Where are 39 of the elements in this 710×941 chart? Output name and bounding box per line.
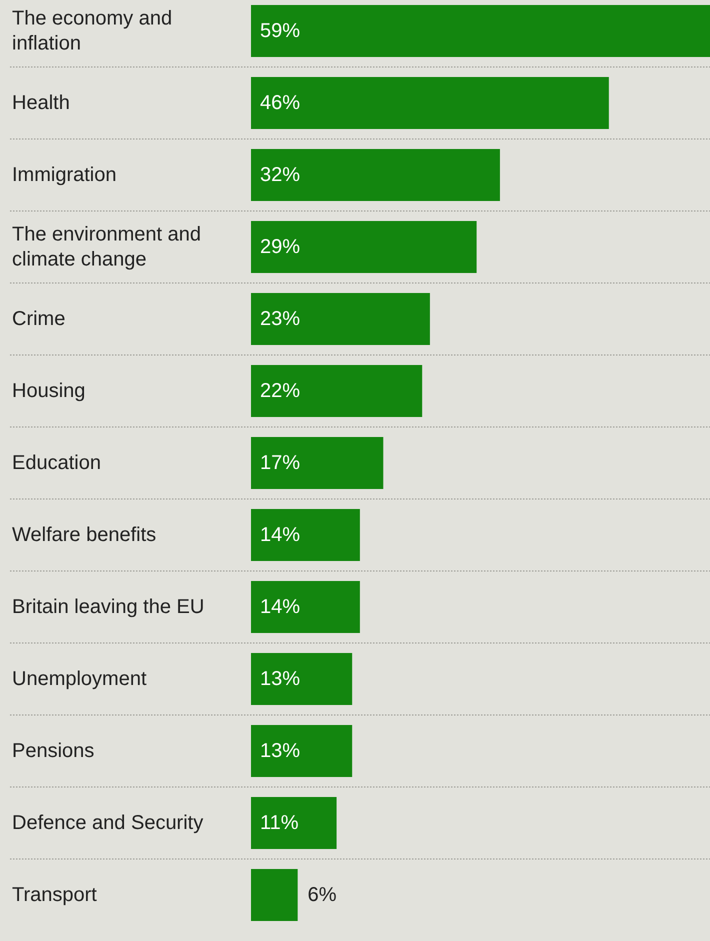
bar: [251, 5, 710, 57]
y-tick-label: Immigration: [12, 164, 116, 186]
y-tick-label: Welfare benefits: [12, 524, 156, 546]
data-label: 32%: [260, 164, 300, 186]
bar: [251, 869, 298, 921]
bar: [251, 653, 352, 705]
data-label: 29%: [260, 236, 300, 258]
bar: [251, 581, 360, 633]
y-tick-label: Britain leaving the EU: [12, 596, 204, 618]
data-label: 22%: [260, 380, 300, 402]
y-tick-label: Health: [12, 92, 70, 114]
data-label: 14%: [260, 596, 300, 618]
data-label: 6%: [308, 884, 337, 906]
bar: [251, 293, 430, 345]
data-label: 59%: [260, 20, 300, 42]
bar: [251, 365, 422, 417]
data-label: 13%: [260, 740, 300, 762]
bar: [251, 437, 384, 489]
y-tick-label: Housing: [12, 380, 86, 402]
y-tick-label: The environment and climate change: [12, 224, 202, 270]
bar: [251, 77, 609, 129]
y-tick-label: Transport: [12, 884, 98, 906]
y-tick-label: Pensions: [12, 740, 94, 762]
data-label: 14%: [260, 524, 300, 546]
bar: [251, 725, 352, 777]
data-label: 11%: [260, 812, 299, 834]
y-tick-label: Defence and Security: [12, 812, 204, 834]
y-tick-label: Crime: [12, 308, 66, 330]
bar: [251, 509, 360, 561]
data-label: 46%: [260, 92, 300, 114]
y-tick-label: Education: [12, 452, 101, 474]
bar: [251, 149, 500, 201]
y-tick-label: The economy and inflation: [12, 8, 172, 54]
data-label: 23%: [260, 308, 300, 330]
bar: [251, 797, 337, 849]
bar: [251, 221, 477, 273]
data-label: 13%: [260, 668, 300, 690]
y-tick-label: Unemployment: [12, 668, 147, 690]
data-label: 17%: [260, 452, 300, 474]
